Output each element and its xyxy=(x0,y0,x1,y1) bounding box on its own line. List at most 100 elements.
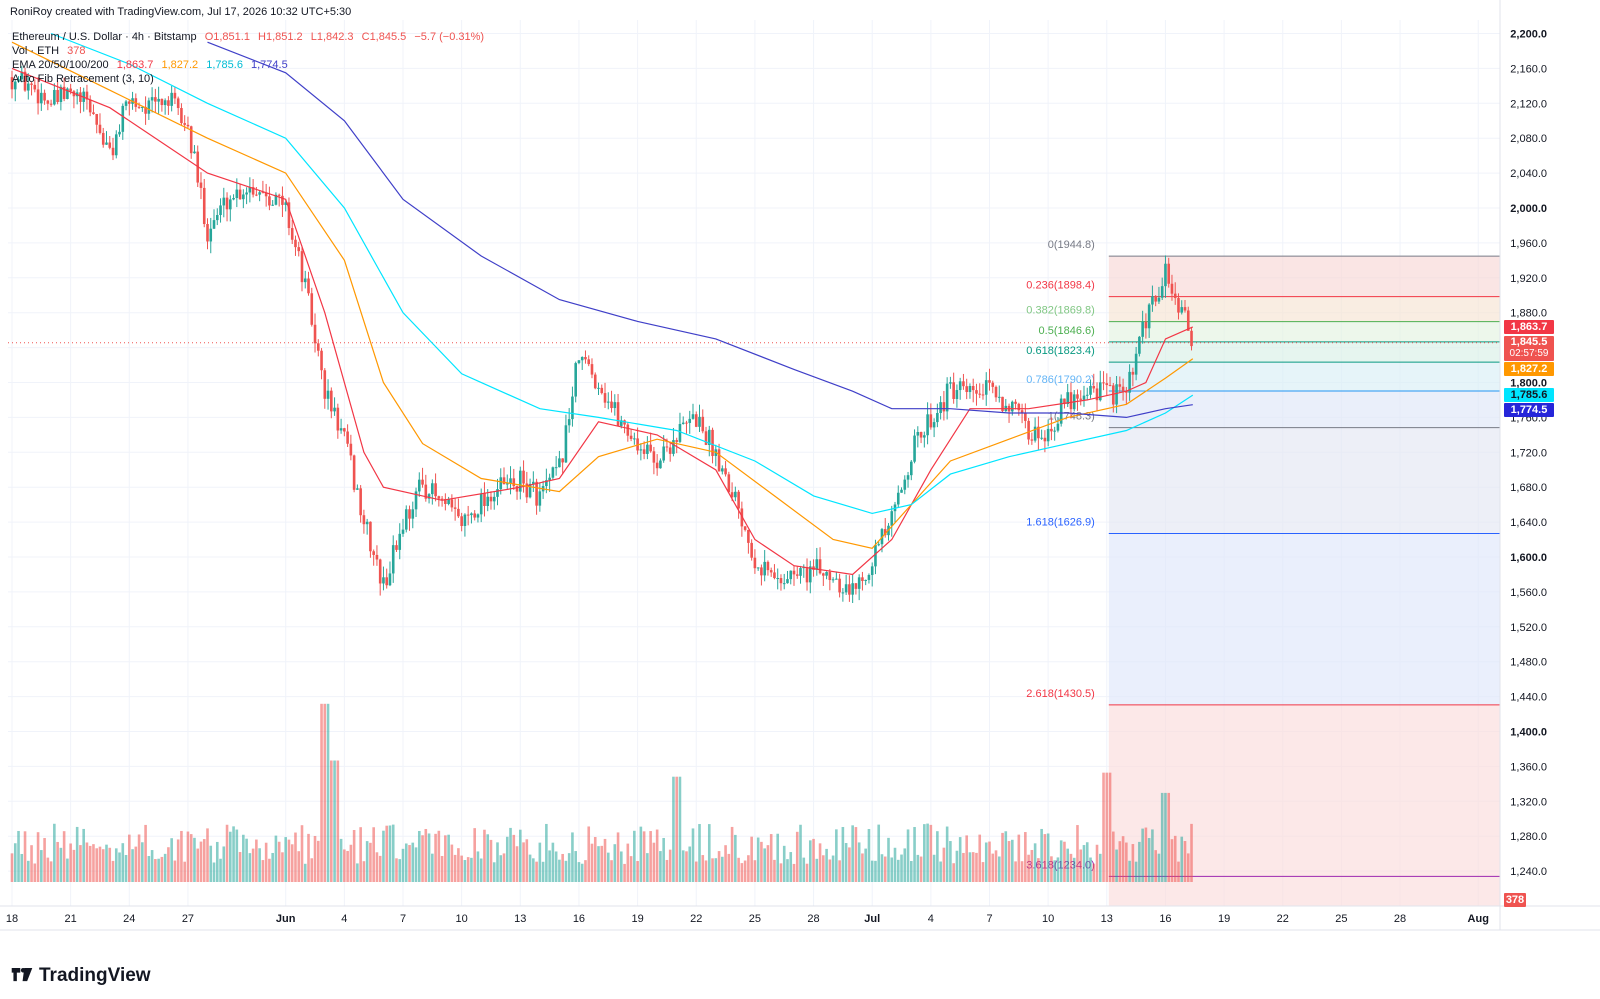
candle-body xyxy=(173,92,177,99)
candle-body xyxy=(600,387,604,394)
volume-bar xyxy=(235,829,239,882)
candle-body xyxy=(36,89,40,104)
volume-legend[interactable]: Vol · ETH 378 xyxy=(12,45,91,57)
fib-retracement[interactable]: 0(1944.8) 0.236(1898.4) 0.382(1869.8) 0.5(1… xyxy=(1026,239,1500,906)
volume-bar xyxy=(1183,841,1187,882)
volume-bar xyxy=(356,863,359,882)
volume-bar xyxy=(655,829,659,882)
volume-bar xyxy=(362,861,366,882)
volume-bar xyxy=(535,861,538,882)
candle-body xyxy=(528,483,532,498)
candle-body xyxy=(1157,297,1161,302)
fib-zone xyxy=(1108,341,1500,363)
candle-body xyxy=(779,578,783,584)
candle-body xyxy=(242,194,245,200)
candle-body xyxy=(704,431,708,445)
volume-bar xyxy=(1167,792,1171,882)
volume-bar xyxy=(255,839,258,882)
candle-body xyxy=(949,382,952,384)
candle-body xyxy=(782,583,786,585)
fib-level-label: 0(1944.8) xyxy=(1048,239,1095,251)
candle-body xyxy=(1115,384,1118,405)
volume-bar xyxy=(587,826,591,882)
candle-body xyxy=(577,360,581,364)
candle-body xyxy=(753,557,757,569)
volume-bar xyxy=(1141,828,1144,882)
candle-body xyxy=(372,551,375,555)
volume-bar xyxy=(978,834,982,882)
candle-body xyxy=(424,484,428,499)
fib-level-label: 2.618(1430.5) xyxy=(1026,688,1095,700)
last-price-tag: 1,845.5 02:57:59 xyxy=(1504,336,1554,361)
candle-body xyxy=(1030,439,1034,441)
ema-legend[interactable]: EMA 20/50/100/200 1,863.7 1,827.2 1,785.… xyxy=(12,59,293,71)
tradingview-logo-icon xyxy=(11,968,33,982)
candle-body xyxy=(1053,430,1056,432)
volume-bar xyxy=(40,850,43,882)
volume-bar xyxy=(776,833,780,882)
volume-bar xyxy=(489,839,493,882)
volume-bar xyxy=(128,834,131,882)
candle-body xyxy=(349,443,353,456)
volume-bar xyxy=(330,760,333,882)
candle-body xyxy=(717,449,721,472)
volume-bar xyxy=(1186,853,1190,882)
volume-bar xyxy=(541,861,545,882)
candle-body xyxy=(248,187,252,193)
symbol-legend[interactable]: Ethereum / U.S. Dollar · 4h · Bitstamp O… xyxy=(12,31,489,43)
candle-body xyxy=(105,142,108,145)
candle-body xyxy=(945,383,949,412)
y-tick-label: 1,480.0 xyxy=(1510,657,1547,669)
volume-bar xyxy=(841,827,845,882)
candle-body xyxy=(701,416,705,432)
volume-bar xyxy=(336,760,340,882)
volume-bar xyxy=(805,863,809,882)
candle-body xyxy=(519,470,522,492)
volume-bar xyxy=(952,863,955,882)
volume-bar xyxy=(463,860,467,882)
ema50-price-tag: 1,827.2 xyxy=(1504,362,1554,376)
candle-body xyxy=(1170,283,1174,294)
candle-body xyxy=(1177,298,1180,313)
candle-body xyxy=(532,481,535,484)
candle-body xyxy=(114,134,118,156)
volume-bar xyxy=(85,842,89,882)
candle-body xyxy=(1089,386,1092,395)
volume-bar xyxy=(300,825,304,882)
candle-body xyxy=(646,444,649,454)
volume-bar xyxy=(509,827,512,882)
candle-body xyxy=(1027,420,1030,440)
candle-body xyxy=(398,533,402,550)
volume-bar xyxy=(590,843,594,882)
candle-body xyxy=(711,429,714,456)
volume-bar xyxy=(942,847,946,882)
volume-bar xyxy=(414,847,418,882)
tradingview-logo[interactable]: TradingView xyxy=(10,965,151,987)
volume-bar xyxy=(1089,857,1092,882)
candle-body xyxy=(1112,385,1115,405)
x-tick-label: 4 xyxy=(341,913,347,925)
volume-bar xyxy=(1050,856,1053,882)
candle-body xyxy=(330,390,333,412)
fib-label: Auto Fib Retracement (3, 10) xyxy=(12,73,154,85)
volume-bar xyxy=(378,855,382,882)
candle-body xyxy=(883,529,887,536)
volume-bar xyxy=(681,850,685,882)
y-tick-label: 1,440.0 xyxy=(1510,692,1547,704)
fib-legend[interactable]: Auto Fib Retracement (3, 10) xyxy=(12,73,159,85)
candle-body xyxy=(1066,392,1069,405)
candle-body xyxy=(730,492,734,498)
volume-value: 378 xyxy=(67,45,86,57)
candle-body xyxy=(479,493,483,515)
candle-body xyxy=(183,123,186,125)
volume-bar xyxy=(743,860,747,882)
candle-body xyxy=(23,71,27,91)
y-tick-label: 2,040.0 xyxy=(1510,168,1547,180)
candle-body xyxy=(509,478,512,484)
candle-body xyxy=(890,511,894,526)
ema-line-ema100 xyxy=(50,32,1194,515)
candle-body xyxy=(786,579,789,584)
volume-bar xyxy=(382,830,385,882)
volume-bar xyxy=(717,851,721,882)
